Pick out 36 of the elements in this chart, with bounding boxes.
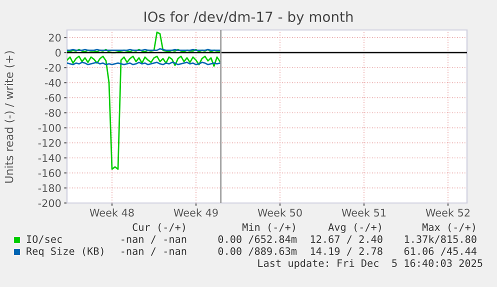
text: 1.37k/815.80 <box>404 235 476 244</box>
y-tick-label: -200 <box>38 199 61 208</box>
y-tick-label: -60 <box>44 94 61 102</box>
y-axis-title: Units read (-) / write (+) <box>4 51 15 183</box>
text: -nan / -nan <box>122 235 186 244</box>
x-tick-label: Week 48 <box>90 208 134 217</box>
text: Avg (-/+) <box>328 223 381 233</box>
chart-title: IOs for /dev/dm-17 - by month <box>144 11 353 25</box>
y-tick-label: -100 <box>38 124 61 132</box>
y-tick-label: -80 <box>44 108 61 117</box>
line-series <box>67 32 221 54</box>
y-tick-label: -40 <box>44 78 61 87</box>
y-tick-label: -180 <box>38 184 61 192</box>
x-tick-label: Week 52 <box>426 208 470 217</box>
text: Cur (-/+) <box>132 223 185 232</box>
text: Last update: Fri Dec 5 16:40:03 2025 <box>258 259 482 269</box>
legend-label: IO/sec <box>26 235 62 244</box>
x-tick-label: Week 51 <box>342 208 386 217</box>
y-tick-label: 20 <box>48 34 61 42</box>
y-tick-label: -160 <box>38 169 61 178</box>
legend-label: Req Size (KB) <box>26 247 104 257</box>
text: Min (-/+) <box>242 223 295 232</box>
y-tick-label: -20 <box>44 64 61 72</box>
x-tick-label: Week 49 <box>174 208 218 217</box>
text: -nan / -nan <box>122 247 186 256</box>
y-tick-label: -120 <box>38 139 61 147</box>
text: 0.00 /889.63m <box>218 247 297 256</box>
text: 14.19 / 2.78 <box>310 247 382 256</box>
text: 61.06 /45.44 <box>404 247 477 256</box>
line-series <box>67 56 221 170</box>
y-tick-label: -140 <box>38 154 61 162</box>
text: 0.00 /652.84m <box>218 235 297 244</box>
text: Max (-/+) <box>422 223 475 232</box>
x-tick-label: Week 50 <box>258 208 302 217</box>
y-tick-label: 0 <box>56 48 61 57</box>
text: 12.67 / 2.40 <box>310 235 382 244</box>
